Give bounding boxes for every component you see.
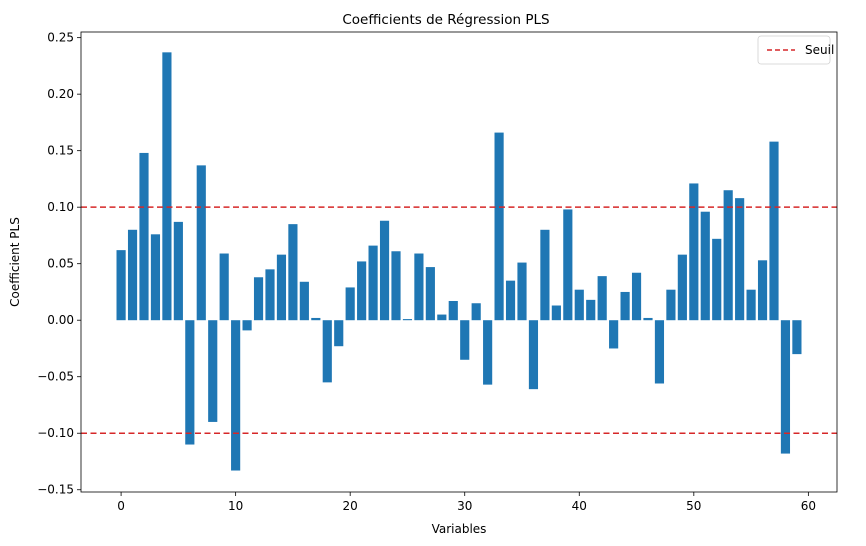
- bar-15: [288, 224, 298, 321]
- x-tick-label: 30: [457, 499, 472, 513]
- x-axis-ticks: 0 10 20 30 40 50 60: [117, 492, 816, 513]
- bar-50: [689, 183, 699, 321]
- y-tick-label: −0.05: [37, 370, 74, 384]
- bar-7: [196, 165, 206, 321]
- chart-title: Coefficients de Régression PLS: [342, 12, 549, 28]
- legend: Seuil: [757, 35, 834, 65]
- bar-28: [437, 314, 447, 321]
- bar-53: [723, 190, 733, 321]
- legend-seuil-label: Seuil: [805, 43, 834, 57]
- bar-31: [471, 303, 481, 321]
- x-tick-label: 0: [117, 499, 125, 513]
- y-tick-label: 0.10: [47, 200, 74, 214]
- bar-2: [139, 152, 149, 321]
- bar-8: [208, 320, 218, 422]
- bar-14: [276, 254, 287, 321]
- bar-0: [116, 250, 126, 321]
- bar-32: [483, 320, 493, 385]
- plot-frame: [80, 31, 838, 493]
- bar-36: [528, 320, 539, 390]
- bar-37: [540, 229, 550, 321]
- y-tick-label: 0.25: [47, 31, 74, 45]
- bar-58: [780, 320, 791, 454]
- y-axis-label: Coefficient PLS: [8, 217, 22, 307]
- bar-1: [127, 229, 138, 321]
- y-tick-label: 0.20: [47, 87, 74, 101]
- y-axis-ticks: −0.15 −0.10 −0.05 0.00 0.05 0.10 0.15 0.20 0.25: [37, 31, 81, 497]
- bar-25: [402, 319, 413, 321]
- y-tick-label: −0.15: [37, 483, 74, 497]
- bar-59: [792, 320, 802, 355]
- x-axis-label: Variables: [432, 522, 487, 536]
- bar-30: [460, 320, 470, 360]
- bar-13: [265, 269, 275, 321]
- bar-34: [505, 280, 516, 321]
- bar-33: [494, 132, 504, 321]
- bar-52: [712, 238, 722, 321]
- bar-20: [345, 287, 355, 321]
- bar-49: [677, 254, 687, 321]
- x-tick-label: 50: [686, 499, 701, 513]
- bars-group: [116, 52, 802, 471]
- bar-56: [757, 260, 768, 321]
- bar-51: [700, 211, 710, 321]
- bar-39: [563, 209, 573, 321]
- bar-19: [334, 320, 344, 347]
- bar-47: [654, 320, 665, 384]
- bar-4: [162, 52, 172, 321]
- bar-44: [620, 291, 630, 321]
- bar-27: [425, 267, 435, 321]
- bar-40: [574, 289, 584, 321]
- bar-43: [609, 320, 619, 349]
- y-tick-label: −0.10: [37, 426, 74, 440]
- bar-12: [253, 277, 264, 321]
- x-tick-label: 60: [801, 499, 816, 513]
- bar-55: [746, 289, 756, 321]
- bar-24: [391, 251, 401, 321]
- x-tick-label: 10: [228, 499, 243, 513]
- bar-29: [448, 300, 458, 321]
- threshold-lines: [81, 206, 837, 434]
- x-tick-label: 40: [572, 499, 587, 513]
- bar-22: [368, 245, 378, 321]
- x-tick-label: 20: [343, 499, 358, 513]
- bar-42: [597, 276, 607, 321]
- bar-46: [643, 317, 653, 321]
- bar-18: [322, 320, 332, 383]
- bar-57: [769, 141, 779, 321]
- bar-35: [517, 262, 527, 321]
- bar-38: [551, 305, 561, 321]
- bar-11: [242, 320, 252, 331]
- bar-41: [586, 299, 596, 321]
- bar-21: [357, 261, 367, 321]
- y-tick-label: 0.05: [47, 257, 74, 271]
- y-tick-label: 0.15: [47, 144, 74, 158]
- bar-26: [414, 253, 424, 321]
- bar-48: [666, 289, 676, 321]
- bar-23: [379, 220, 390, 321]
- bar-5: [173, 221, 183, 321]
- bar-9: [219, 253, 229, 321]
- bar-54: [735, 198, 745, 321]
- bar-3: [150, 234, 161, 321]
- bar-6: [185, 320, 195, 445]
- bar-16: [299, 281, 309, 321]
- bar-45: [631, 272, 642, 321]
- y-tick-label: 0.00: [47, 313, 74, 327]
- bar-17: [311, 317, 321, 321]
- bar-10: [231, 320, 241, 471]
